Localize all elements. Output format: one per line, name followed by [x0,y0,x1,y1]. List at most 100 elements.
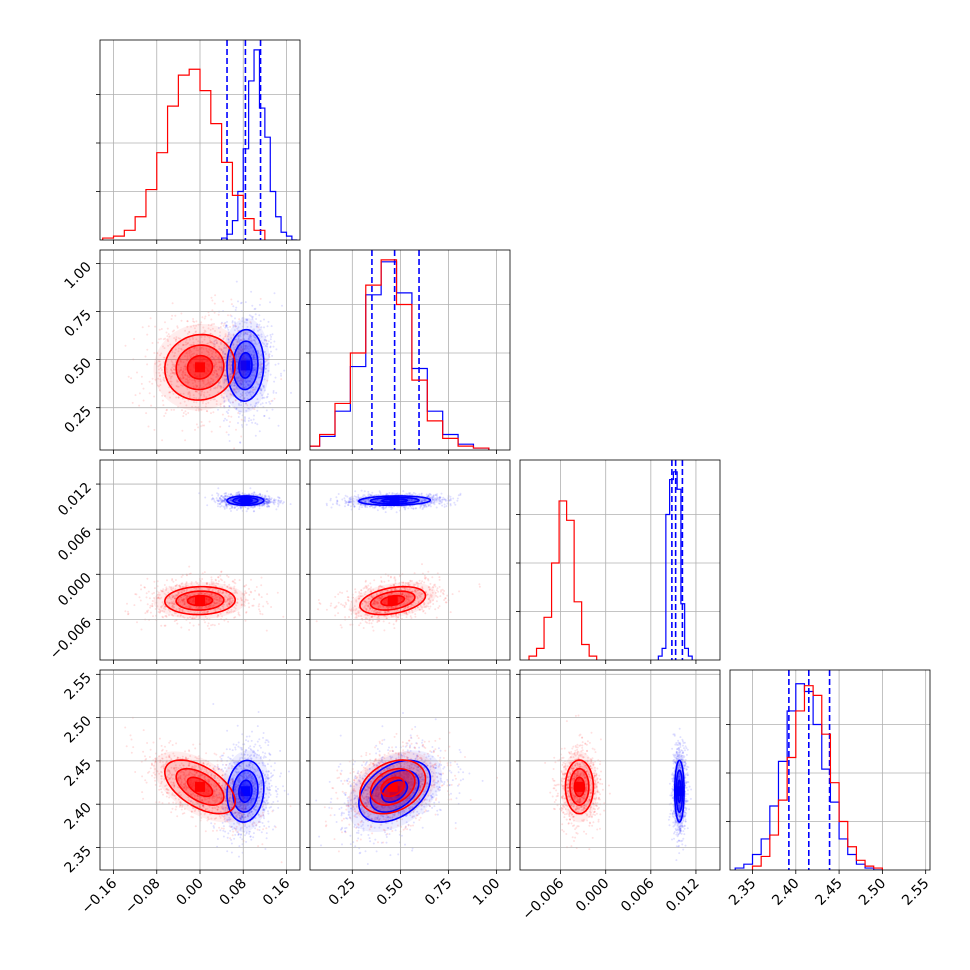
scatter-point [186,357,189,360]
scatter-point [266,498,269,501]
scatter-point [211,355,214,358]
scatter-point [246,507,249,510]
scatter-point [222,338,225,341]
scatter-point [253,356,256,359]
scatter-point [225,380,228,383]
scatter-point [210,377,213,380]
scatter-point [201,316,204,319]
scatter-point [200,408,203,411]
scatter-point [438,502,441,505]
scatter-point [167,333,170,336]
scatter-point [268,500,271,503]
scatter-point [169,391,171,394]
scatter-point [234,388,237,391]
scatter-point [213,363,216,366]
scatter-point [150,404,153,407]
scatter-point [277,496,279,499]
scatter-point [267,499,270,502]
scatter-point [263,343,265,345]
scatter-point [218,500,221,503]
scatter-point [187,342,190,344]
scatter-point [216,375,219,378]
scatter-point [251,386,254,389]
scatter-point [223,379,226,382]
scatter-point [251,421,254,424]
scatter-point [173,371,175,374]
scatter-point [224,379,227,382]
scatter-point [259,392,262,395]
scatter-point [240,435,243,438]
scatter-point [239,335,242,338]
scatter-point [179,337,182,340]
scatter-point [245,394,248,397]
scatter-point [271,333,274,336]
scatter-point [208,394,211,396]
scatter-point [252,499,255,502]
scatter-point [230,370,233,373]
scatter-point [177,350,180,353]
scatter-point [245,332,248,335]
scatter-point [391,491,394,494]
scatter-point [344,505,346,508]
scatter-point [157,365,160,368]
scatter-point [224,374,227,377]
scatter-point [254,434,257,437]
scatter-point [225,504,228,507]
scatter-point [238,412,241,415]
scatter-point [330,506,333,509]
scatter-point [436,587,439,590]
scatter-point [218,503,221,506]
scatter-point [152,615,154,618]
scatter-point [267,501,270,504]
scatter-point [218,502,221,505]
scatter-point [176,622,179,625]
scatter-point [229,504,232,507]
scatter-point [144,355,147,358]
scatter-point [208,382,211,385]
scatter-point [188,391,191,393]
scatter-point [429,505,432,508]
scatter-point [325,504,328,507]
scatter-point [263,378,266,381]
scatter-point [249,487,252,490]
scatter-point [223,380,226,383]
scatter-point [268,498,271,500]
scatter-point [148,380,151,383]
scatter-point [221,413,224,416]
scatter-point [253,491,256,494]
scatter-point [281,304,283,307]
scatter-point [197,323,200,326]
scatter-point [258,323,261,326]
scatter-point [456,497,459,500]
scatter-point [449,503,452,505]
scatter-point [215,363,218,366]
scatter-point [217,576,220,579]
scatter-point [158,328,161,331]
scatter-point [184,439,187,442]
scatter-point [429,493,432,496]
scatter-point [162,371,165,374]
scatter-point [259,493,262,496]
scatter-point [234,373,237,375]
scatter-point [161,399,164,402]
scatter-point [232,387,235,390]
scatter-point [166,408,168,411]
scatter-point [240,345,243,348]
scatter-point [220,494,223,497]
scatter-point [188,338,191,341]
scatter-point [188,376,191,379]
scatter-point [253,368,256,371]
scatter-point [233,321,236,324]
scatter-point [222,496,224,498]
scatter-point [186,379,189,382]
scatter-point [229,500,232,502]
scatter-point [250,505,253,508]
scatter-point [260,368,262,371]
scatter-point [233,384,236,387]
scatter-point [249,335,252,338]
scatter-point [218,345,221,348]
scatter-point [220,495,223,497]
scatter-point [200,390,203,393]
scatter-point [435,616,438,619]
scatter-point [239,393,242,395]
